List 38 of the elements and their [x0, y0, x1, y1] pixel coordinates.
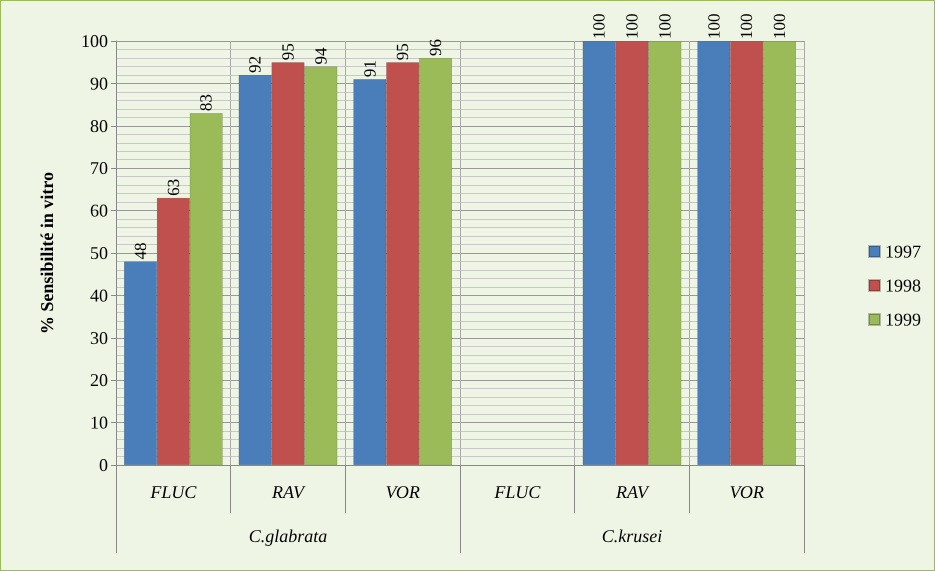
y-tick-label: 80: [90, 116, 108, 136]
data-label: 94: [311, 46, 330, 64]
x-tick-label: FLUC: [149, 482, 198, 502]
y-axis-title: % Sensibilité in vitro: [37, 172, 57, 334]
data-label: 92: [246, 56, 265, 73]
data-label: 100: [622, 14, 642, 39]
x-tick-label: RAV: [614, 482, 650, 502]
x-tick-label: RAV: [270, 482, 306, 502]
y-tick-label: 70: [90, 158, 108, 178]
y-tick-label: 60: [90, 200, 108, 221]
data-label: 100: [655, 14, 674, 39]
data-label: 96: [426, 38, 446, 56]
legend-label: 1999: [885, 310, 921, 330]
x-tick-label: VOR: [385, 482, 420, 502]
data-label: 100: [590, 14, 609, 39]
text: C.glabrata: [248, 526, 328, 546]
data-label: 63: [164, 178, 183, 196]
x-tick-label: FLUC: [493, 482, 542, 502]
data-label: 95: [393, 43, 412, 60]
y-tick-label: 100: [81, 31, 108, 51]
text: C.krusei: [602, 526, 662, 546]
data-label: 91: [360, 60, 380, 78]
data-label: 100: [770, 14, 790, 39]
y-tick-label: 0: [99, 455, 108, 475]
y-tick-label: 90: [90, 73, 108, 94]
y-tick-label: 30: [90, 328, 108, 348]
x-tick-label: VOR: [729, 482, 764, 502]
y-tick-label: 40: [90, 285, 108, 306]
data-label: 95: [278, 43, 298, 60]
data-label: 100: [704, 14, 724, 39]
y-tick-label: 20: [90, 370, 108, 390]
y-tick-label: 50: [90, 243, 108, 263]
data-label: 48: [130, 242, 150, 260]
legend-label: 1998: [885, 276, 921, 296]
data-label: 83: [196, 94, 216, 112]
data-label: 100: [737, 14, 756, 39]
y-tick-label: 10: [90, 412, 108, 433]
legend-label: 1997: [885, 242, 921, 262]
